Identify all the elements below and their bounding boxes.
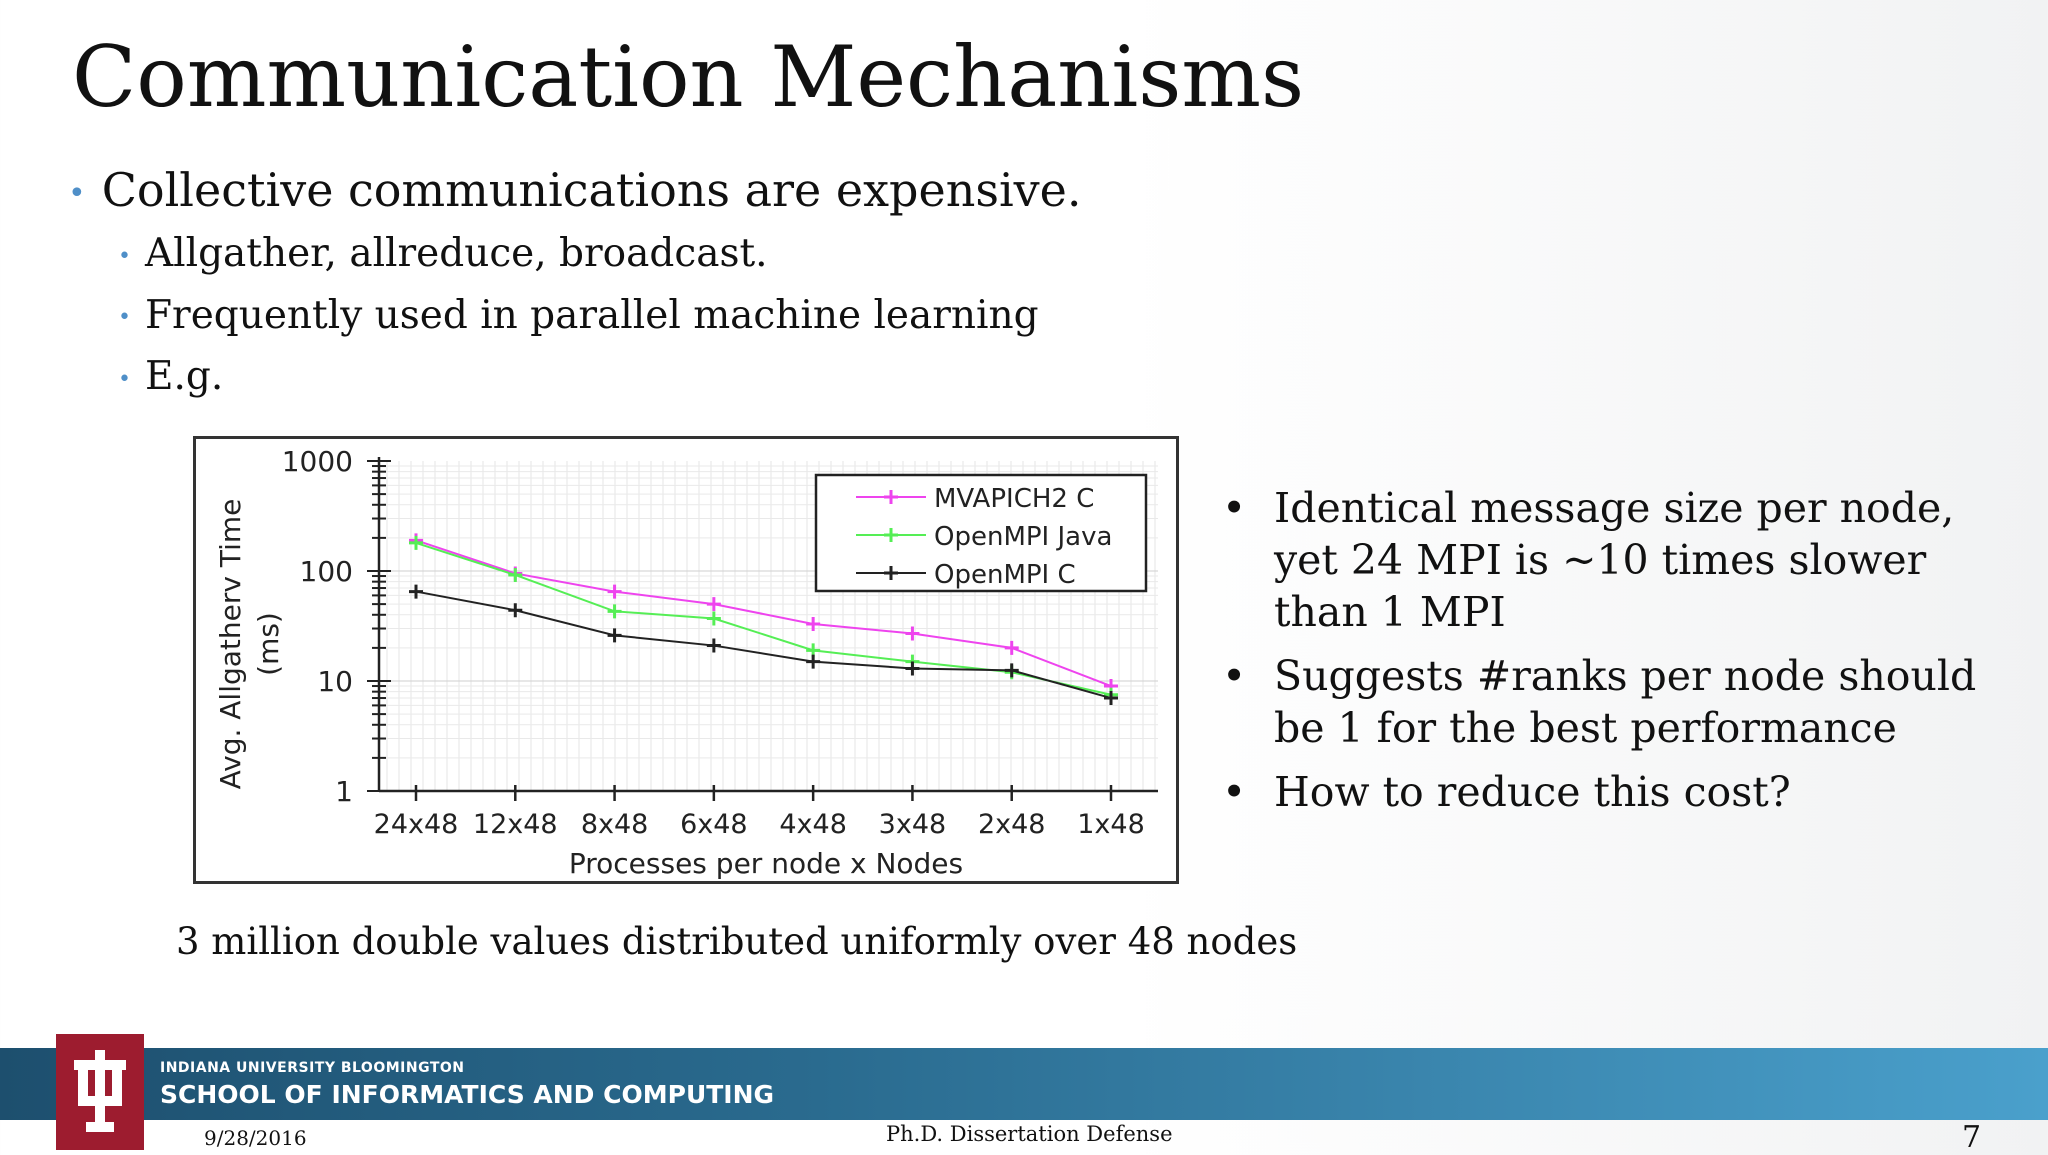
- right-bullet-text: How to reduce this cost?: [1274, 768, 1791, 816]
- y-tick-label: 1: [335, 775, 353, 808]
- page-number: 7: [1962, 1120, 1982, 1155]
- bullet-list: • Collective communications are expensive…: [68, 160, 1082, 409]
- bullet-main: • Collective communications are expensive…: [68, 160, 1082, 224]
- org-title: SCHOOL OF INFORMATICS AND COMPUTING: [160, 1080, 775, 1109]
- footer-date: 9/28/2016: [204, 1126, 307, 1150]
- data-point: [607, 584, 622, 599]
- slide-title: Communication Mechanisms: [72, 28, 1305, 126]
- bullet-dot-icon: •: [68, 176, 86, 211]
- x-tick-label: 2x48: [978, 809, 1046, 840]
- right-bullet-list: • Identical message size per node, yet 24…: [1218, 482, 2008, 830]
- trident-icon: [74, 1050, 126, 1132]
- x-tick-label: 12x48: [473, 809, 558, 840]
- y-axis-label-unit: (ms): [252, 612, 285, 676]
- legend-box: [814, 473, 1148, 593]
- bullet-dot-icon: •: [1222, 768, 1247, 816]
- legend-marker: [884, 528, 898, 542]
- x-axis-label: Processes per node x Nodes: [569, 847, 963, 880]
- footer-band: [0, 1048, 2048, 1120]
- x-tick-label: 3x48: [879, 809, 947, 840]
- sub-bullet: • E.g.: [118, 347, 1082, 409]
- chart-caption: 3 million double values distributed unif…: [176, 920, 1298, 963]
- bullet-dot-icon: •: [1222, 652, 1247, 700]
- data-point: [607, 604, 622, 619]
- data-point: [806, 654, 821, 669]
- data-point: [409, 584, 423, 599]
- bullet-main-text: Collective communications are expensive.: [101, 163, 1082, 217]
- allgatherv-chart: 1 10 100 1000 24x48 12x48 8x48 6x48 4x48 3x48 2x48…: [214, 445, 1158, 880]
- bullet-dot-icon: •: [118, 243, 131, 269]
- x-tick-label: 1x48: [1077, 809, 1145, 840]
- footer-center-text: Ph.D. Dissertation Defense: [886, 1122, 1173, 1146]
- legend-marker: [884, 566, 898, 580]
- x-tick-label: 24x48: [374, 809, 459, 840]
- legend-marker: [884, 490, 898, 504]
- data-point: [508, 603, 523, 618]
- series-line: [415, 590, 1112, 700]
- x-tick-label: 8x48: [581, 809, 649, 840]
- sub-bullet: • Frequently used in parallel machine lea…: [118, 286, 1082, 348]
- y-axis-label: Avg. Allgatherv Time: [214, 499, 247, 790]
- sub-bullet-text: E.g.: [144, 354, 224, 399]
- data-point: [607, 628, 622, 643]
- y-tick-label: 1000: [282, 445, 353, 478]
- legend-label: OpenMPI Java: [934, 522, 1112, 552]
- sub-bullet-text: Frequently used in parallel machine lear…: [144, 292, 1039, 338]
- data-point: [905, 626, 920, 641]
- legend-label: OpenMPI C: [934, 560, 1076, 590]
- data-point: [1104, 691, 1118, 706]
- right-bullet: • Suggests #ranks per node should be 1 fo…: [1218, 650, 2008, 754]
- bullet-dot-icon: •: [118, 305, 131, 330]
- chart-frame: 1 10 100 1000 24x48 12x48 8x48 6x48 4x48 3x48 2x48…: [193, 436, 1179, 884]
- data-point: [508, 567, 523, 582]
- right-bullet-text: Suggests #ranks per node should be 1 for…: [1274, 652, 1977, 752]
- y-tick-label: 10: [317, 665, 353, 698]
- x-tick-label: 6x48: [680, 809, 748, 840]
- data-point: [806, 616, 821, 631]
- sub-bullet: • Allgather, allreduce, broadcast.: [118, 224, 1082, 286]
- org-subtitle: INDIANA UNIVERSITY BLOOMINGTON: [160, 1060, 465, 1076]
- sub-bullet-text: Allgather, allreduce, broadcast.: [144, 231, 768, 276]
- bullet-dot-icon: •: [1222, 484, 1247, 532]
- data-point: [1004, 640, 1019, 655]
- y-tick-label: 100: [300, 555, 353, 588]
- iu-trident-logo-icon: [56, 1034, 144, 1150]
- data-point: [1004, 663, 1019, 678]
- right-bullet: • Identical message size per node, yet 24…: [1218, 482, 2008, 638]
- bullet-dot-icon: •: [118, 366, 131, 392]
- right-bullet-text: Identical message size per node, yet 24 …: [1274, 484, 1955, 636]
- data-point: [706, 611, 721, 626]
- right-bullet: • How to reduce this cost?: [1218, 766, 2008, 818]
- legend-label: MVAPICH2 C: [934, 484, 1094, 514]
- data-point: [905, 661, 920, 676]
- data-point: [706, 597, 721, 612]
- x-tick-label: 4x48: [779, 809, 847, 840]
- data-point: [706, 638, 721, 653]
- series-line: [415, 539, 1112, 687]
- data-point: [409, 535, 423, 550]
